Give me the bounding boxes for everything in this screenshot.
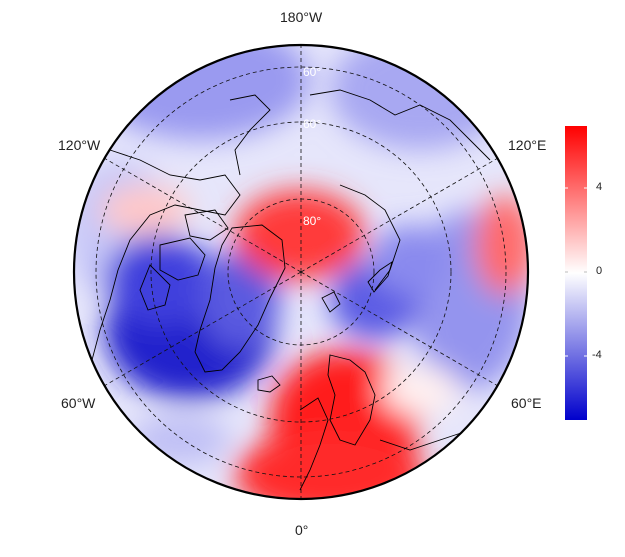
longitude-label-120e: 120°E [508, 137, 547, 153]
longitude-label-60e: 60°E [511, 395, 542, 411]
colorbar-tick-neg4: -4 [592, 349, 602, 361]
longitude-label-60w: 60°W [61, 395, 96, 411]
latitude-circle-60 [150, 121, 452, 423]
meridian-120w [103, 157, 302, 273]
graticule [95, 45, 507, 499]
anomaly-field [74, 45, 528, 499]
latitude-label-outer: 60° [303, 65, 321, 79]
meridian-60w [103, 271, 302, 387]
colorbar-tick-0: 0 [596, 265, 603, 277]
colorbar-gradient [565, 126, 587, 420]
longitude-label-120w: 120°W [58, 137, 101, 153]
latitude-label-80: 80° [303, 214, 321, 228]
meridian-120e [300, 157, 499, 273]
meridian-60e [300, 271, 499, 387]
longitude-label-180w: 180°W [280, 9, 323, 25]
colorbar [565, 126, 587, 420]
coastlines [91, 89, 491, 491]
colorbar-tick-4: 4 [596, 181, 603, 193]
map-boundary [72, 43, 530, 501]
latitude-label-60: 60° [303, 117, 321, 131]
latitude-circle-outer [95, 66, 507, 478]
longitude-label-0: 0° [295, 522, 309, 538]
